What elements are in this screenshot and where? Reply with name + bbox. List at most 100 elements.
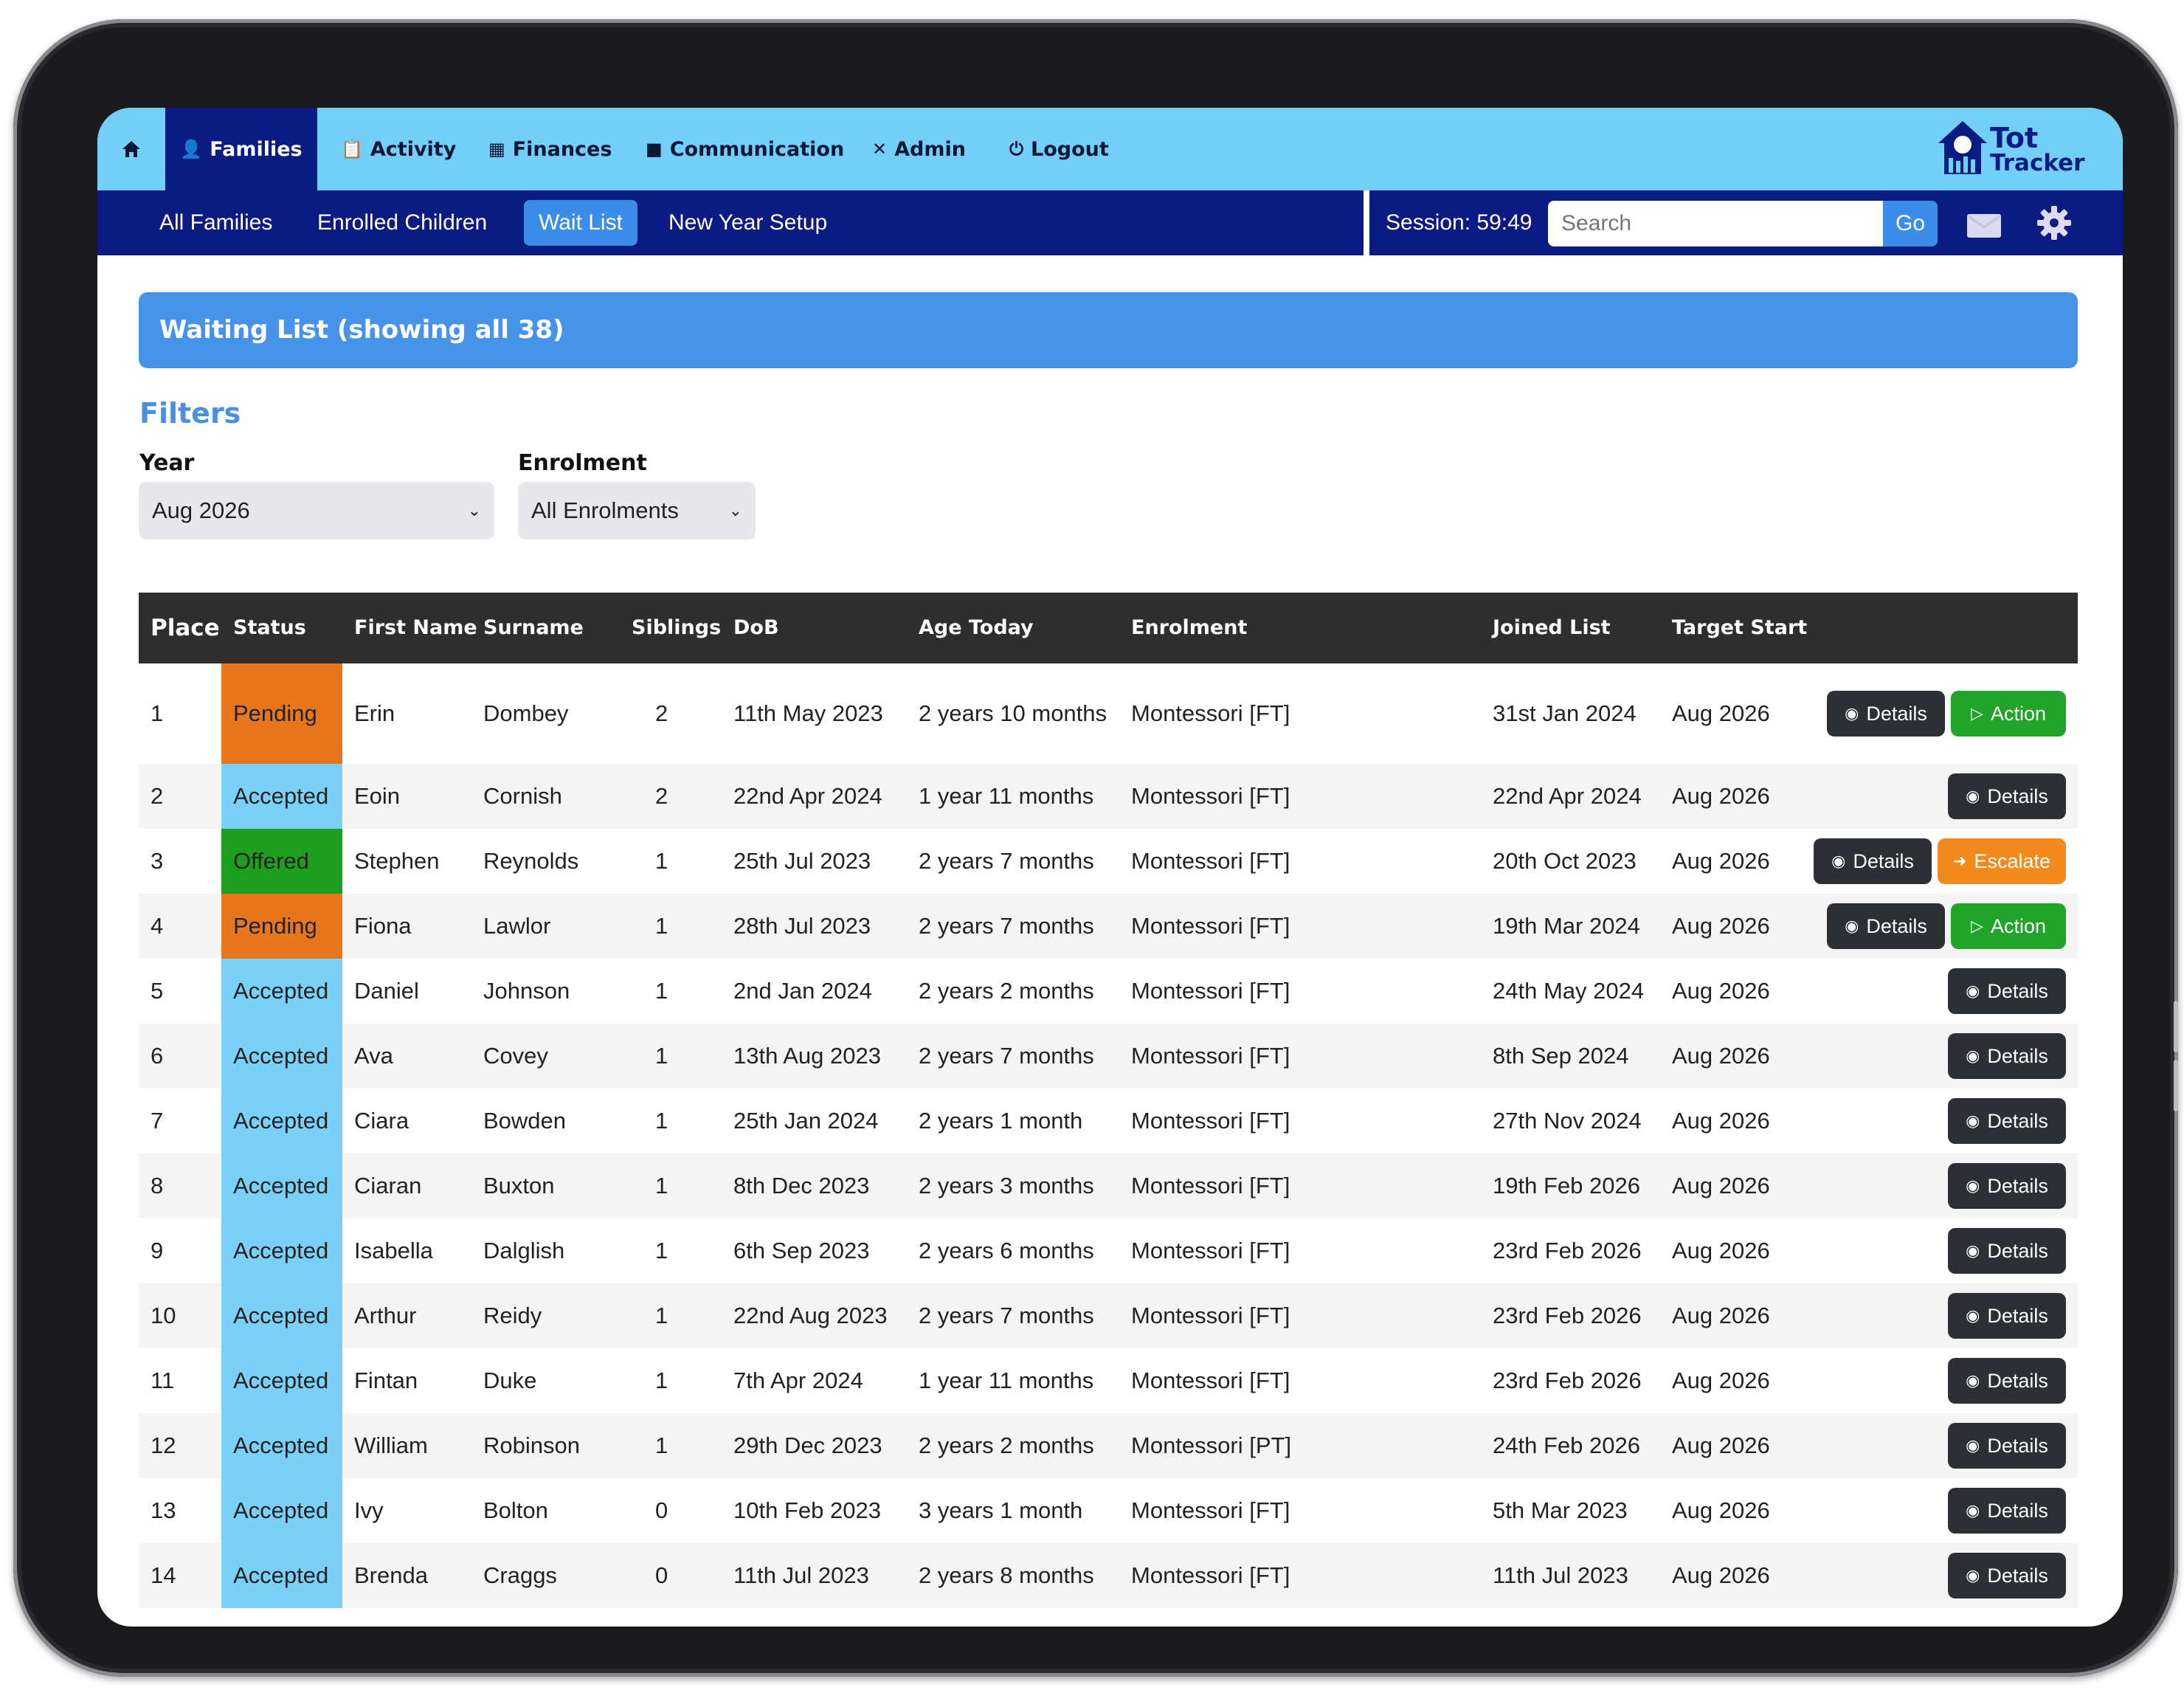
nav-finances[interactable]: ▦ Finances — [488, 108, 612, 190]
top-navigation: 👤 Families 📋 Activity ▦ Finances ■ Commu… — [97, 108, 2123, 190]
joined-list-cell: 31st Jan 2024 — [1493, 700, 1637, 726]
details-button[interactable]: ◉ Details — [1948, 968, 2066, 1014]
surname-cell: Bolton — [483, 1497, 548, 1523]
subnav-all-families[interactable]: All Families — [159, 210, 273, 235]
details-button[interactable]: ◉ Details — [1948, 1163, 2066, 1209]
age-cell: 2 years 2 months — [919, 1432, 1094, 1458]
subnav-enrolled-children[interactable]: Enrolled Children — [317, 210, 488, 235]
gear-icon[interactable] — [2036, 205, 2072, 241]
nav-admin-label: Admin — [894, 137, 966, 161]
nav-families-label: Families — [210, 137, 303, 161]
table-row: Accepted 9 Isabella Dalglish 1 6th Sep 2023 2 … — [139, 1218, 2078, 1283]
house-logo-icon — [1938, 121, 1987, 174]
age-cell: 3 years 1 month — [919, 1497, 1083, 1523]
subnav-new-year-setup[interactable]: New Year Setup — [668, 210, 828, 235]
joined-list-cell: 23rd Feb 2026 — [1493, 1238, 1642, 1263]
search-go-button[interactable]: Go — [1883, 201, 1938, 246]
target-start-cell: Aug 2026 — [1672, 913, 1770, 939]
joined-list-cell: 23rd Feb 2026 — [1493, 1303, 1642, 1328]
details-button[interactable]: ◉ Details — [1948, 1228, 2066, 1274]
place-cell: 13 — [151, 1497, 176, 1523]
target-start-cell: Aug 2026 — [1672, 1043, 1770, 1069]
details-button[interactable]: ◉ Details — [1948, 1553, 2066, 1598]
first-name-cell: Brenda — [354, 1562, 428, 1588]
tot-tracker-logo[interactable]: Tot Tracker — [1937, 120, 2084, 179]
siblings-cell: 1 — [655, 913, 668, 939]
first-name-cell: Fintan — [354, 1367, 418, 1393]
target-start-cell: Aug 2026 — [1672, 1238, 1770, 1263]
nav-admin[interactable]: ✕ Admin — [872, 108, 966, 190]
nav-communication[interactable]: ■ Communication — [646, 108, 844, 190]
details-button-label: Details — [1987, 1109, 2048, 1132]
age-cell: 2 years 8 months — [919, 1562, 1094, 1588]
details-button[interactable]: ◉ Details — [1948, 1423, 2066, 1469]
table-row: Accepted 6 Ava Covey 1 13th Aug 2023 2 years 7… — [139, 1024, 2078, 1089]
place-cell: 3 — [151, 848, 164, 874]
nav-logout[interactable]: ⏻ Logout — [1009, 108, 1109, 190]
subnav-wait-list[interactable]: Wait List — [524, 200, 637, 246]
surname-cell: Craggs — [483, 1562, 557, 1588]
home-icon — [122, 141, 140, 157]
details-button[interactable]: ◉ Details — [1814, 838, 1932, 884]
year-select[interactable]: Aug 2026 ⌄ — [139, 482, 494, 539]
status-cell: Accepted — [221, 1024, 342, 1089]
details-button[interactable]: ◉ Details — [1948, 1098, 2066, 1144]
details-button[interactable]: ◉ Details — [1827, 691, 1945, 737]
subnav-divider — [1364, 190, 1369, 255]
surname-cell: Reidy — [483, 1303, 542, 1328]
status-cell: Accepted — [221, 764, 342, 829]
joined-list-cell: 19th Feb 2026 — [1493, 1173, 1640, 1198]
surname-cell: Robinson — [483, 1432, 580, 1458]
nav-logout-label: Logout — [1030, 137, 1109, 161]
joined-list-cell: 22nd Apr 2024 — [1493, 783, 1642, 809]
joined-list-cell: 19th Mar 2024 — [1493, 913, 1640, 939]
home-button[interactable] — [97, 108, 165, 190]
eye-icon: ◉ — [1966, 1241, 1980, 1260]
details-button[interactable]: ◉ Details — [1948, 1033, 2066, 1079]
status-cell: Accepted — [221, 1153, 342, 1218]
action-button[interactable]: ▷ Action — [1951, 691, 2066, 737]
nav-activity[interactable]: 📋 Activity — [341, 108, 456, 190]
place-cell: 8 — [151, 1173, 164, 1198]
details-button-label: Details — [1987, 1239, 2048, 1262]
eye-icon: ◉ — [1966, 982, 1980, 1000]
col-enrolment: Enrolment — [1131, 616, 1248, 639]
enrolment-cell: Montessori [FT] — [1131, 978, 1290, 1004]
nav-families[interactable]: 👤 Families — [165, 108, 317, 190]
place-cell: 1 — [151, 700, 164, 726]
age-cell: 2 years 7 months — [919, 913, 1094, 939]
filters-heading: Filters — [139, 397, 241, 430]
details-button[interactable]: ◉ Details — [1948, 1358, 2066, 1404]
status-cell: Accepted — [221, 959, 342, 1024]
escalate-button[interactable]: ➜ Escalate — [1938, 838, 2066, 884]
mail-icon[interactable] — [1967, 214, 2001, 238]
target-start-cell: Aug 2026 — [1672, 1432, 1770, 1458]
details-button[interactable]: ◉ Details — [1948, 773, 2066, 819]
siblings-cell: 0 — [655, 1562, 668, 1588]
surname-cell: Johnson — [483, 978, 570, 1004]
enrolment-cell: Montessori [FT] — [1131, 1367, 1290, 1393]
tools-icon: ✕ — [872, 139, 888, 159]
enrolment-cell: Montessori [FT] — [1131, 1173, 1290, 1198]
table-row: Accepted 10 Arthur Reidy 1 22nd Aug 2023 2 yea… — [139, 1283, 2078, 1348]
details-button[interactable]: ◉ Details — [1948, 1488, 2066, 1534]
enrolment-select[interactable]: All Enrolments ⌄ — [518, 482, 756, 539]
place-cell: 2 — [151, 783, 164, 809]
joined-list-cell: 20th Oct 2023 — [1493, 848, 1637, 874]
first-name-cell: Daniel — [354, 978, 419, 1004]
action-button[interactable]: ▷ Action — [1951, 903, 2066, 949]
finance-icon: ▦ — [488, 139, 505, 159]
details-button-label: Details — [1866, 702, 1927, 725]
details-button[interactable]: ◉ Details — [1948, 1293, 2066, 1339]
nav-activity-label: Activity — [370, 137, 457, 161]
truck-icon: ■ — [646, 139, 663, 159]
joined-list-cell: 23rd Feb 2026 — [1493, 1367, 1642, 1393]
search-input[interactable] — [1548, 201, 1883, 246]
first-name-cell: Fiona — [354, 913, 412, 939]
siblings-cell: 1 — [655, 1432, 668, 1458]
target-start-cell: Aug 2026 — [1672, 783, 1770, 809]
eye-icon: ◉ — [1966, 1371, 1980, 1390]
tablet-frame: 👤 Families 📋 Activity ▦ Finances ■ Commu… — [13, 19, 2178, 1677]
details-button[interactable]: ◉ Details — [1827, 903, 1945, 949]
share-icon: ➜ — [1953, 852, 1967, 870]
